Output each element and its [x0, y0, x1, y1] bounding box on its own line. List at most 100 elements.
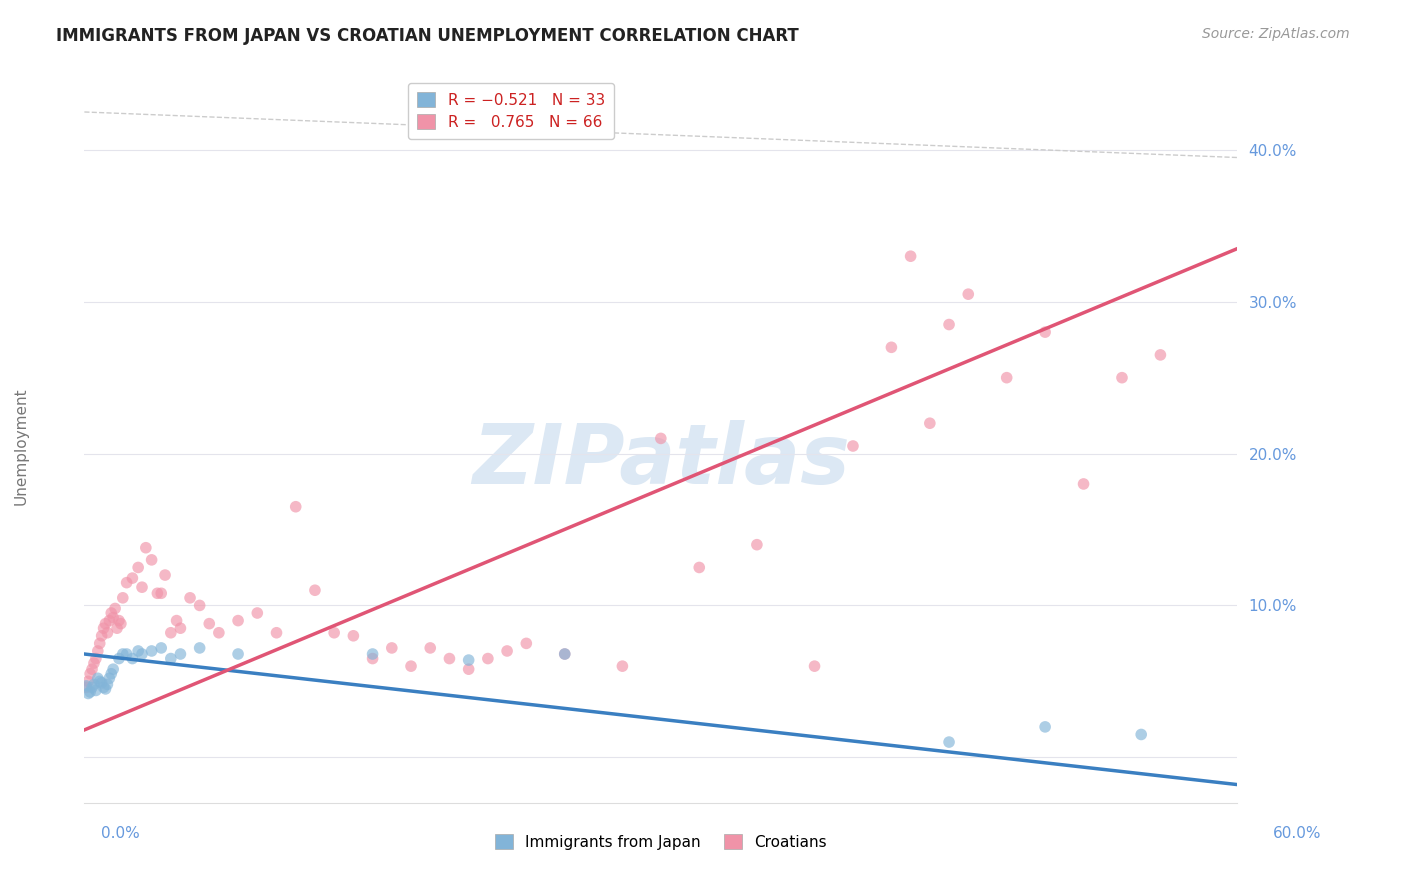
- Point: [108, 651, 131, 665]
- Point: [304, 583, 326, 598]
- Point: [103, 610, 124, 624]
- Point: [554, 647, 576, 661]
- Point: [226, 614, 249, 628]
- Point: [900, 249, 922, 263]
- Point: [188, 599, 211, 613]
- Point: [650, 431, 672, 445]
- Point: [146, 586, 169, 600]
- Point: [89, 674, 111, 689]
- Point: [111, 591, 134, 605]
- Point: [103, 662, 124, 676]
- Point: [80, 662, 103, 676]
- Point: [127, 560, 149, 574]
- Point: [141, 553, 163, 567]
- Point: [79, 685, 101, 699]
- Point: [612, 659, 634, 673]
- Point: [166, 614, 188, 628]
- Point: [198, 616, 221, 631]
- Point: [1033, 325, 1056, 339]
- Point: [121, 651, 143, 665]
- Point: [496, 644, 519, 658]
- Point: [121, 571, 143, 585]
- Point: [98, 671, 121, 685]
- Point: [188, 640, 211, 655]
- Point: [96, 625, 118, 640]
- Point: [77, 674, 100, 689]
- Point: [938, 318, 960, 332]
- Point: [79, 666, 101, 681]
- Point: [108, 614, 131, 628]
- Point: [842, 439, 865, 453]
- Point: [115, 575, 138, 590]
- Point: [1073, 477, 1095, 491]
- Point: [131, 580, 153, 594]
- Point: [554, 647, 576, 661]
- Point: [94, 616, 117, 631]
- Point: [83, 677, 105, 691]
- Text: ZIPatlas: ZIPatlas: [472, 420, 849, 500]
- Point: [100, 606, 122, 620]
- Point: [100, 666, 122, 681]
- Point: [1149, 348, 1171, 362]
- Point: [688, 560, 710, 574]
- Point: [87, 671, 110, 685]
- Point: [745, 538, 768, 552]
- Point: [439, 651, 461, 665]
- Point: [284, 500, 307, 514]
- Point: [208, 625, 231, 640]
- Point: [1130, 727, 1153, 741]
- Point: [457, 662, 479, 676]
- Text: 0.0%: 0.0%: [101, 827, 141, 841]
- Point: [93, 681, 115, 695]
- Point: [226, 647, 249, 661]
- Point: [515, 636, 537, 650]
- Point: [90, 629, 112, 643]
- Point: [150, 586, 173, 600]
- Point: [266, 625, 288, 640]
- Point: [87, 644, 110, 658]
- Point: [957, 287, 980, 301]
- Point: [75, 681, 97, 695]
- Point: [342, 629, 364, 643]
- Text: Source: ZipAtlas.com: Source: ZipAtlas.com: [1202, 27, 1350, 41]
- Point: [75, 679, 97, 693]
- Point: [110, 616, 132, 631]
- Point: [457, 653, 479, 667]
- Point: [77, 686, 100, 700]
- Point: [918, 416, 941, 430]
- Point: [160, 625, 183, 640]
- Point: [995, 370, 1018, 384]
- Point: [115, 647, 138, 661]
- Point: [135, 541, 157, 555]
- Point: [127, 644, 149, 658]
- Point: [131, 647, 153, 661]
- Point: [169, 647, 191, 661]
- Point: [83, 656, 105, 670]
- Point: [361, 647, 384, 661]
- Point: [84, 651, 107, 665]
- Point: [179, 591, 201, 605]
- Point: [160, 651, 183, 665]
- Point: [93, 621, 115, 635]
- Point: [90, 676, 112, 690]
- Point: [246, 606, 269, 620]
- Point: [105, 621, 128, 635]
- Point: [104, 601, 127, 615]
- Point: [399, 659, 422, 673]
- Text: IMMIGRANTS FROM JAPAN VS CROATIAN UNEMPLOYMENT CORRELATION CHART: IMMIGRANTS FROM JAPAN VS CROATIAN UNEMPL…: [56, 27, 799, 45]
- Y-axis label: Unemployment: Unemployment: [14, 387, 28, 505]
- Point: [89, 636, 111, 650]
- Point: [80, 681, 103, 695]
- Point: [169, 621, 191, 635]
- Point: [141, 644, 163, 658]
- Point: [323, 625, 346, 640]
- Point: [361, 651, 384, 665]
- Legend: Immigrants from Japan, Croatians: Immigrants from Japan, Croatians: [488, 828, 834, 855]
- Point: [111, 647, 134, 661]
- Point: [477, 651, 499, 665]
- Point: [96, 677, 118, 691]
- Point: [98, 614, 121, 628]
- Point: [938, 735, 960, 749]
- Point: [153, 568, 176, 582]
- Point: [84, 683, 107, 698]
